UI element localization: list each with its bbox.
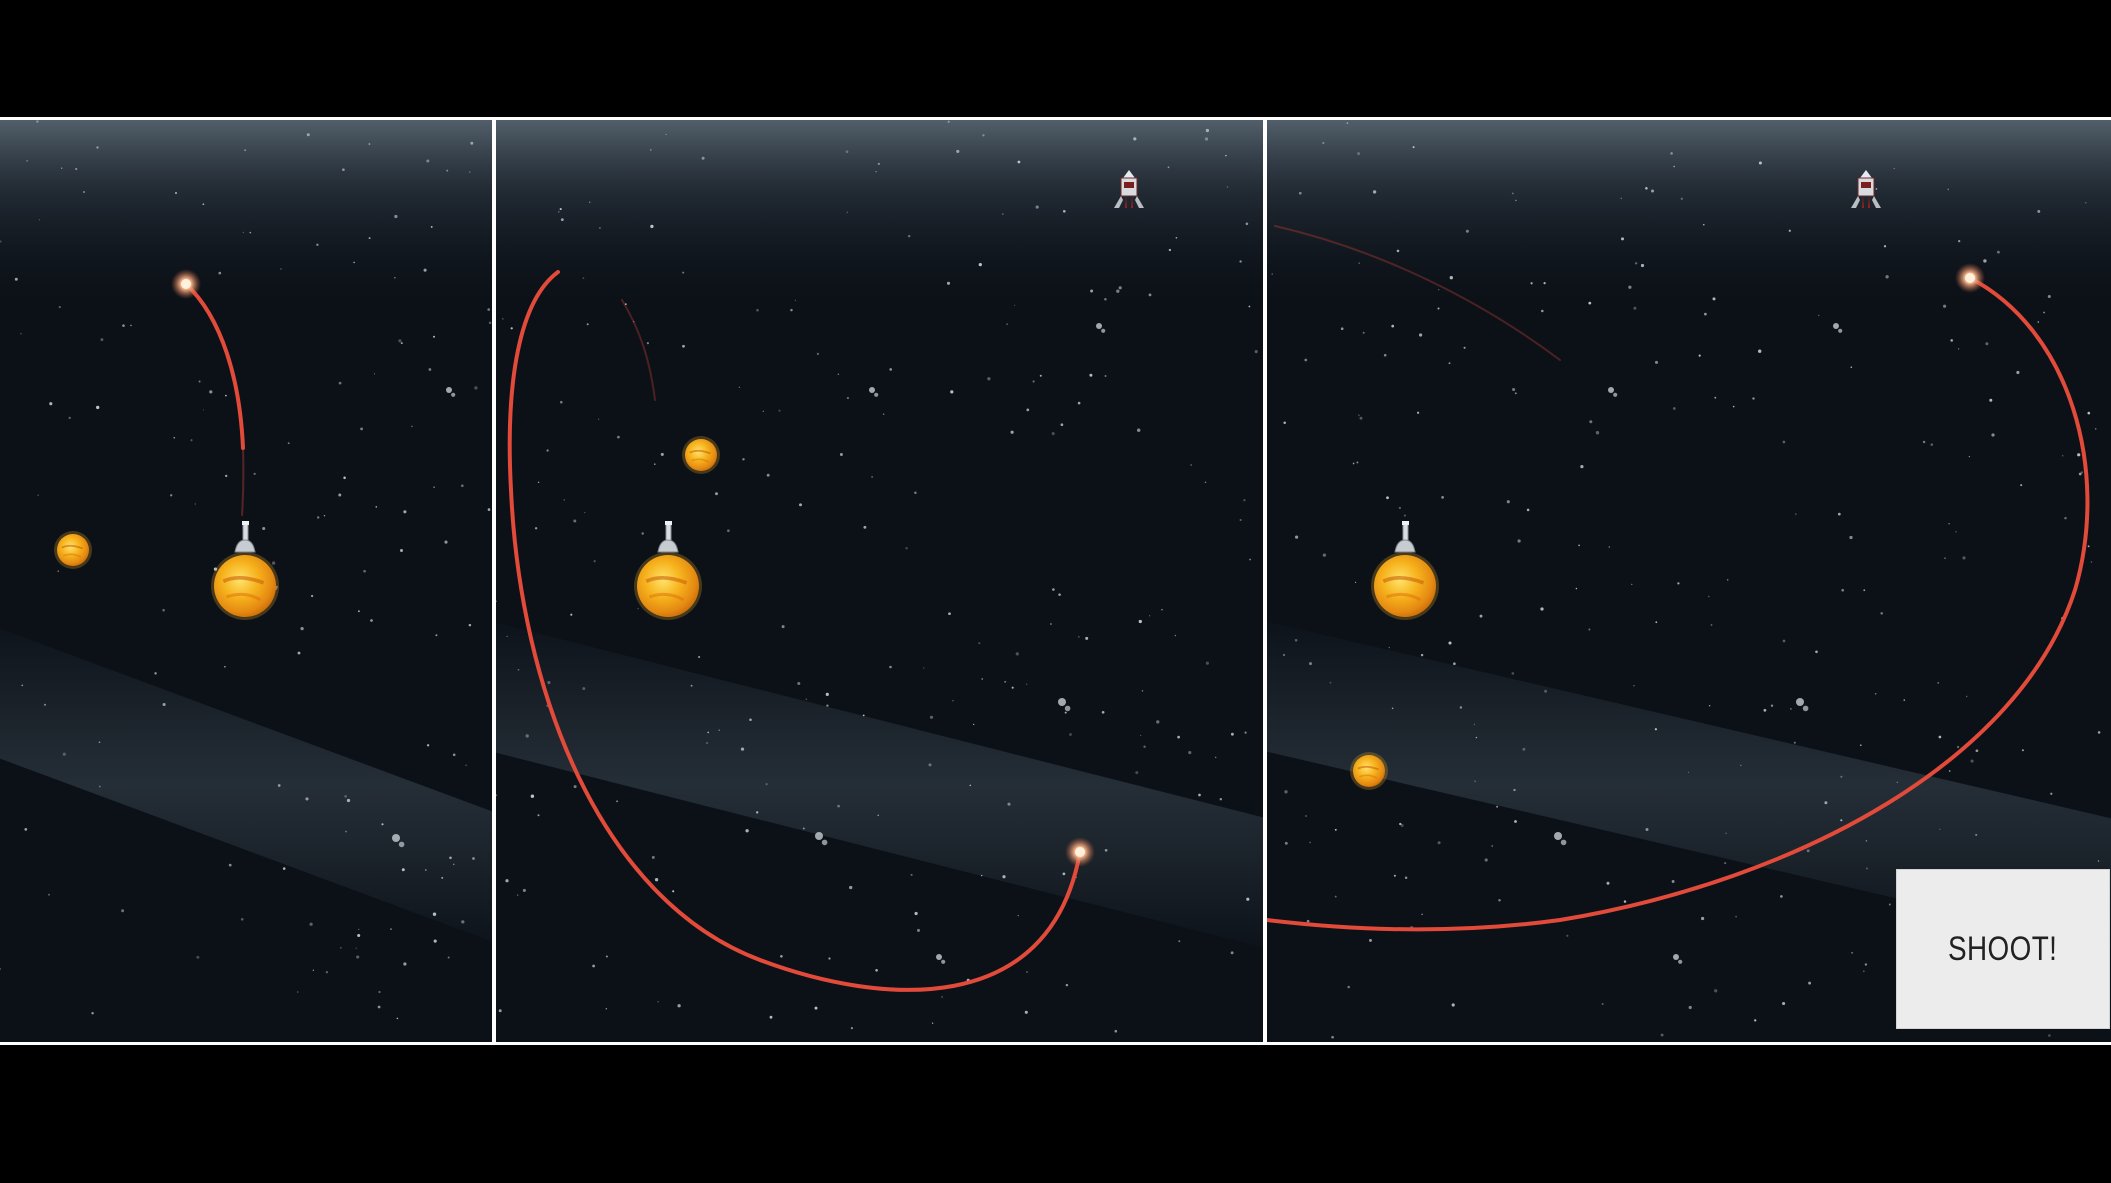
planet-icon bbox=[1350, 752, 1388, 790]
asteroid-icon bbox=[869, 387, 879, 397]
panel-border bbox=[0, 1042, 2111, 1045]
trajectory-path-faint bbox=[241, 447, 245, 516]
trajectory-path-faint bbox=[621, 299, 656, 401]
cannon-icon bbox=[234, 521, 256, 553]
asteroid-icon bbox=[446, 387, 456, 397]
trajectory-path bbox=[184, 282, 245, 450]
rocket-target-icon bbox=[1851, 170, 1881, 208]
asteroid-icon bbox=[392, 834, 405, 848]
planet-icon bbox=[1371, 552, 1439, 620]
planet-icon bbox=[54, 531, 92, 569]
shoot-button-label: SHOOT! bbox=[1948, 929, 2058, 968]
panel-divider bbox=[1263, 117, 1267, 1045]
asteroid-icon bbox=[1096, 323, 1106, 333]
planet-icon bbox=[211, 552, 279, 620]
rocket-target-icon bbox=[1114, 170, 1144, 208]
planet-icon bbox=[682, 436, 720, 474]
asteroid-icon bbox=[815, 832, 828, 846]
asteroid-icon bbox=[1833, 323, 1843, 333]
space-panel bbox=[496, 119, 1263, 1044]
projectile-icon bbox=[171, 269, 201, 299]
cannon-icon bbox=[657, 521, 679, 553]
trajectory-path-faint bbox=[1274, 225, 1561, 361]
trajectory-path bbox=[1267, 276, 2090, 932]
asteroid-icon bbox=[1796, 698, 1809, 712]
projectile-icon bbox=[1065, 837, 1095, 867]
projectile-icon bbox=[1955, 263, 1985, 293]
shoot-button[interactable]: SHOOT! bbox=[1896, 869, 2110, 1029]
asteroid-icon bbox=[936, 954, 946, 964]
panel-border bbox=[0, 117, 2111, 120]
trajectory-path bbox=[507, 270, 1082, 992]
cannon-icon bbox=[1394, 521, 1416, 553]
asteroid-icon bbox=[1608, 387, 1618, 397]
asteroid-icon bbox=[1673, 954, 1683, 964]
planet-icon bbox=[634, 552, 702, 620]
asteroid-icon bbox=[1058, 698, 1071, 712]
asteroid-icon bbox=[1554, 832, 1567, 846]
panel-divider bbox=[492, 117, 496, 1045]
